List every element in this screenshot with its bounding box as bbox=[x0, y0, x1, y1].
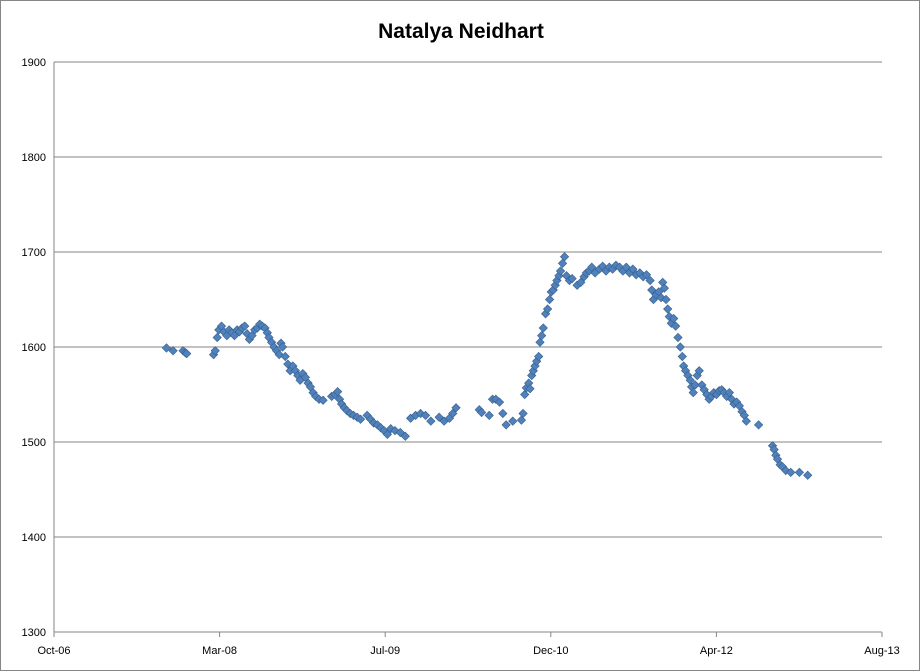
data-point bbox=[753, 420, 764, 430]
axes bbox=[53, 62, 883, 637]
data-point bbox=[535, 337, 545, 347]
data-point bbox=[448, 408, 458, 419]
data-point bbox=[688, 387, 698, 398]
data-point bbox=[673, 332, 683, 343]
y-tick-label: 1800 bbox=[22, 152, 46, 164]
data-point bbox=[451, 403, 461, 413]
data-point bbox=[400, 431, 410, 441]
data-point bbox=[501, 420, 511, 430]
data-point bbox=[741, 416, 751, 426]
data-point bbox=[498, 408, 508, 419]
data-point bbox=[656, 292, 666, 303]
data-point bbox=[210, 346, 220, 356]
data-point bbox=[621, 262, 631, 272]
data-point bbox=[587, 262, 597, 272]
data-point bbox=[420, 410, 431, 421]
data-point bbox=[628, 264, 638, 274]
data-point bbox=[675, 342, 685, 352]
data-point bbox=[641, 270, 652, 280]
data-point bbox=[661, 294, 671, 305]
x-tick-label: Jul-09 bbox=[370, 645, 400, 657]
x-tick-label: Aug-13 bbox=[864, 645, 899, 657]
data-point bbox=[786, 467, 796, 478]
data-point bbox=[426, 416, 436, 426]
data-point bbox=[355, 414, 366, 424]
data-point bbox=[333, 387, 343, 397]
x-tick-label: Oct-06 bbox=[37, 645, 70, 657]
data-point bbox=[694, 366, 704, 376]
y-tick-label: 1400 bbox=[22, 532, 46, 544]
data-points bbox=[161, 252, 813, 480]
data-point bbox=[508, 416, 518, 426]
data-point bbox=[525, 384, 535, 394]
data-point bbox=[484, 410, 494, 421]
data-point bbox=[161, 343, 172, 353]
data-point bbox=[518, 408, 528, 419]
y-tick-label: 1700 bbox=[22, 247, 46, 259]
data-point bbox=[671, 321, 681, 331]
x-tick-label: Mar-08 bbox=[202, 645, 237, 657]
data-point bbox=[690, 380, 700, 390]
x-tick-label: Apr-12 bbox=[700, 645, 733, 657]
data-point bbox=[182, 349, 192, 359]
data-point bbox=[542, 304, 553, 314]
data-point bbox=[280, 351, 290, 362]
data-point bbox=[382, 429, 393, 440]
data-point bbox=[659, 283, 670, 293]
data-point bbox=[576, 277, 586, 288]
gridlines bbox=[54, 61, 882, 538]
data-point bbox=[240, 321, 250, 331]
data-point bbox=[277, 342, 288, 352]
data-point bbox=[520, 389, 530, 400]
y-tick-label: 1900 bbox=[22, 57, 46, 69]
data-point bbox=[494, 397, 505, 407]
y-tick-label: 1600 bbox=[22, 342, 46, 354]
data-point bbox=[794, 467, 805, 478]
data-point bbox=[724, 387, 735, 398]
data-point bbox=[567, 273, 577, 284]
y-tick-label: 1500 bbox=[22, 437, 46, 449]
x-tick-label: Dec-10 bbox=[533, 645, 568, 657]
data-point bbox=[557, 258, 568, 269]
data-point bbox=[318, 395, 328, 405]
tick-labels: 1300 1400 1500 1600 1700 1800 1900 Oct-06 Mar-08… bbox=[22, 57, 900, 657]
data-point bbox=[669, 313, 679, 324]
data-point bbox=[534, 351, 544, 362]
y-tick-label: 1300 bbox=[22, 627, 46, 639]
data-point bbox=[212, 332, 222, 343]
data-point bbox=[537, 330, 547, 341]
data-point bbox=[516, 415, 527, 425]
data-point bbox=[555, 266, 566, 276]
data-point bbox=[559, 252, 570, 262]
data-point bbox=[645, 275, 655, 286]
data-point bbox=[677, 351, 687, 362]
data-point bbox=[476, 407, 487, 418]
data-point bbox=[647, 285, 657, 295]
data-point bbox=[544, 294, 555, 305]
data-point bbox=[663, 304, 673, 314]
data-point bbox=[803, 470, 813, 480]
data-point bbox=[168, 346, 178, 356]
data-point bbox=[538, 323, 548, 333]
chart-title: Natalya Neidhart bbox=[378, 20, 544, 43]
